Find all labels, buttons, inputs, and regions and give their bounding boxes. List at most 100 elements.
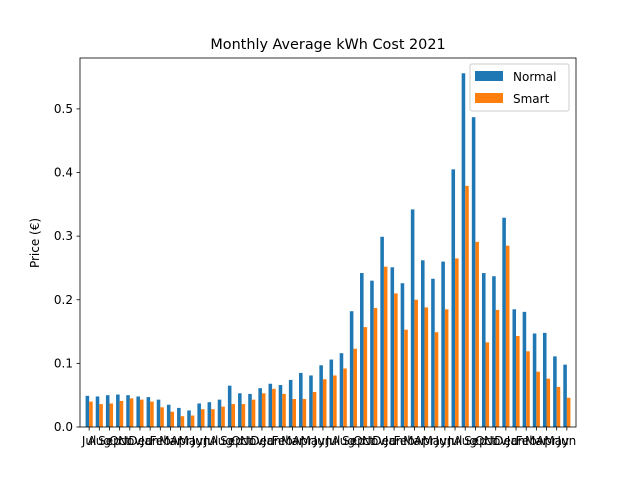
x-tick-label: Feb bbox=[272, 434, 293, 448]
x-tick-label: Mar bbox=[159, 434, 182, 448]
y-axis-label: Price (€) bbox=[28, 218, 42, 268]
bar-smart bbox=[150, 401, 154, 427]
x-tick-label: Feb bbox=[394, 434, 415, 448]
x-tick-label: Jun bbox=[313, 434, 333, 448]
bar-normal bbox=[156, 399, 161, 427]
bar-normal bbox=[360, 273, 364, 427]
bar-normal bbox=[187, 410, 191, 427]
bar-normal bbox=[532, 333, 537, 427]
x-tick-label: Apr bbox=[536, 434, 557, 448]
bar-smart bbox=[211, 409, 215, 427]
bar-normal bbox=[563, 364, 567, 427]
bar-normal bbox=[461, 73, 466, 428]
bar-smart bbox=[170, 411, 175, 427]
bar-smart bbox=[180, 416, 185, 427]
bar-smart bbox=[363, 327, 368, 427]
axes-layer: 0.00.10.20.30.40.5JulAugSepOctNovDecJanF… bbox=[54, 57, 577, 448]
x-tick-label: Sep bbox=[342, 434, 365, 448]
bar-normal bbox=[431, 278, 435, 427]
x-tick-label: Apr bbox=[170, 434, 191, 448]
y-tick-label: 0.0 bbox=[54, 420, 73, 434]
bar-smart bbox=[302, 399, 307, 427]
bar-normal bbox=[339, 353, 344, 427]
plot-frame bbox=[79, 57, 577, 428]
y-tick-label: 0.3 bbox=[54, 229, 73, 243]
x-tick-label: Mar bbox=[281, 434, 304, 448]
bar-smart bbox=[231, 404, 235, 427]
bar-normal bbox=[542, 332, 547, 427]
bar-normal bbox=[400, 283, 405, 427]
x-tick-label: May bbox=[544, 434, 569, 448]
bar-normal bbox=[126, 395, 130, 427]
x-tick-label: May bbox=[178, 434, 203, 448]
bar-smart bbox=[221, 406, 225, 427]
x-tick-label: Jan bbox=[384, 434, 404, 448]
bar-normal bbox=[136, 396, 140, 427]
bar-smart bbox=[566, 397, 571, 427]
bar-normal bbox=[288, 379, 293, 427]
x-tick-label: Mar bbox=[403, 434, 426, 448]
bar-smart bbox=[200, 409, 205, 427]
bar-smart bbox=[465, 185, 469, 427]
bar-smart bbox=[475, 241, 479, 427]
bar-normal bbox=[177, 407, 181, 427]
bar-smart bbox=[322, 379, 327, 427]
bar-normal bbox=[116, 394, 120, 427]
x-tick-label: Jun bbox=[435, 434, 455, 448]
y-tick-label: 0.5 bbox=[54, 102, 73, 116]
x-tick-label: Apr bbox=[292, 434, 313, 448]
bar-normal bbox=[329, 359, 334, 427]
bar-smart bbox=[292, 399, 296, 427]
bar-normal bbox=[410, 209, 415, 427]
x-tick-label: Feb bbox=[516, 434, 537, 448]
x-tick-label: Nov bbox=[484, 434, 507, 448]
bar-smart bbox=[251, 399, 256, 427]
bar-smart bbox=[282, 393, 286, 427]
bar-smart bbox=[434, 332, 439, 427]
bar-smart bbox=[556, 386, 561, 427]
x-tick-label: Jun bbox=[556, 434, 576, 448]
x-tick-label: Oct bbox=[109, 434, 130, 448]
x-tick-label: Dec bbox=[250, 434, 273, 448]
bar-normal bbox=[349, 311, 354, 427]
bar-smart bbox=[89, 401, 93, 427]
x-tick-label: May bbox=[422, 434, 447, 448]
bar-normal bbox=[258, 388, 262, 427]
x-tick-label: Jan bbox=[506, 434, 526, 448]
bar-smart bbox=[333, 375, 337, 427]
legend-label-normal: Normal bbox=[513, 70, 556, 84]
bar-smart bbox=[444, 309, 449, 427]
x-tick-label: Jul bbox=[325, 434, 340, 448]
x-tick-label: Sep bbox=[98, 434, 121, 448]
bar-smart bbox=[261, 393, 266, 427]
legend-swatch-normal bbox=[475, 71, 503, 81]
bar-normal bbox=[299, 372, 303, 427]
series-smart bbox=[89, 185, 571, 427]
x-tick-label: Oct bbox=[475, 434, 496, 448]
bar-smart bbox=[353, 348, 357, 427]
x-tick-label: Sep bbox=[464, 434, 487, 448]
bar-normal bbox=[217, 399, 222, 427]
x-tick-label: Nov bbox=[240, 434, 263, 448]
bar-smart bbox=[516, 336, 520, 427]
x-tick-label: Jul bbox=[203, 434, 218, 448]
bar-normal bbox=[481, 273, 486, 427]
bar-normal bbox=[522, 311, 527, 427]
x-tick-label: Apr bbox=[414, 434, 435, 448]
y-tick-label: 0.1 bbox=[54, 356, 73, 370]
bar-smart bbox=[343, 368, 347, 427]
x-tick-label: Aug bbox=[88, 434, 111, 448]
bar-smart bbox=[119, 400, 124, 427]
x-tick-label: Oct bbox=[231, 434, 252, 448]
bar-smart bbox=[495, 309, 500, 427]
x-tick-label: Feb bbox=[150, 434, 171, 448]
bar-smart bbox=[241, 404, 246, 427]
y-tick-label: 0.4 bbox=[54, 166, 73, 180]
bar-smart bbox=[272, 388, 276, 427]
x-tick-label: Nov bbox=[118, 434, 141, 448]
x-tick-label: Aug bbox=[210, 434, 233, 448]
x-tick-label: Dec bbox=[128, 434, 151, 448]
bar-smart bbox=[536, 371, 540, 427]
